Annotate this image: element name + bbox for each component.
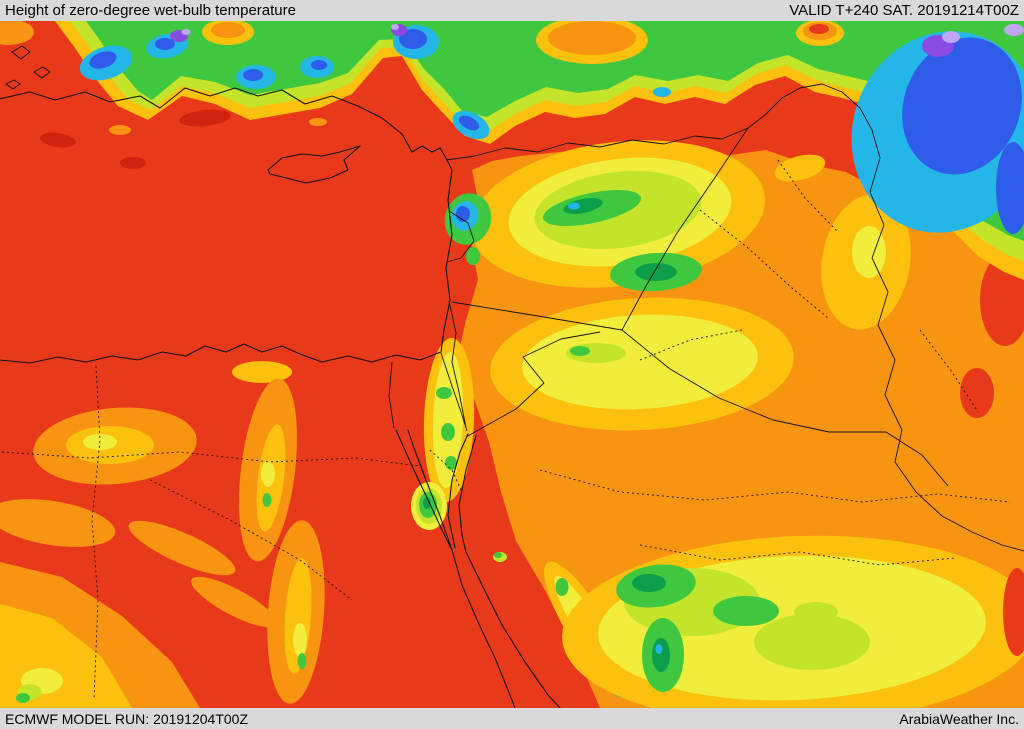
lebanon-mountain-spot [444, 193, 492, 265]
contour-blob [996, 142, 1024, 234]
north-cold-band [55, 16, 1024, 280]
model-run-label: ECMWF MODEL RUN: 20191204T00Z [5, 710, 248, 727]
map-title: Height of zero-degree wet-bulb temperatu… [5, 2, 296, 19]
cyprus-island-outline [267, 145, 361, 184]
contour-blob [243, 69, 263, 81]
contour-blob [89, 51, 117, 69]
contour-blob [423, 497, 431, 509]
contour-blob [942, 31, 960, 43]
contour-blob [155, 38, 175, 50]
gulf-of-aqaba-coastline [447, 433, 477, 553]
dotted-line [539, 469, 1011, 503]
suez-canal-line [388, 361, 395, 429]
contour-blob [774, 154, 826, 182]
contour-blob [852, 226, 886, 278]
contour-blob [309, 118, 327, 126]
contour-blob [128, 520, 236, 576]
contour-blob [262, 493, 272, 507]
contour-blob [311, 60, 327, 70]
aegean-island-outline [33, 66, 51, 79]
levant-strip-zone [411, 338, 475, 530]
syria-jordan-border [451, 301, 623, 331]
contour-blob [445, 456, 457, 470]
contour-blob [568, 202, 580, 210]
contour-blob [754, 614, 870, 670]
contour-blob [1003, 568, 1024, 656]
contour-blob [555, 578, 569, 596]
red-sea-east-coastline [465, 551, 561, 709]
aegean-island-outline [5, 79, 21, 90]
mediterranean-coastline [0, 87, 453, 364]
contour-blob [436, 387, 452, 399]
contour-blob [960, 368, 994, 418]
contour-blob [16, 693, 30, 703]
contour-blob [297, 653, 307, 669]
contour-blob [632, 574, 666, 592]
turkey-syria-iraq-iran-border [445, 83, 1024, 552]
contour-blob [980, 254, 1024, 346]
contour-blob [570, 346, 590, 356]
contour-blob [109, 125, 131, 135]
contour-blob [563, 197, 603, 215]
contour-blob [120, 157, 146, 169]
contour-blob [293, 623, 307, 657]
contour-blob [432, 352, 464, 488]
coastlines [0, 45, 561, 709]
jordan-river-border [448, 300, 467, 429]
contour-blob [211, 22, 245, 38]
contour-blob [653, 87, 671, 97]
footer-bar: ECMWF MODEL RUN: 20191204T00Z ArabiaWeat… [0, 708, 1024, 729]
dotted-line [429, 449, 463, 493]
contour-blob [809, 24, 829, 34]
contour-blob [191, 576, 277, 628]
contour-blob [494, 552, 502, 558]
dotted-line [699, 209, 829, 319]
syria-green-zone [470, 140, 766, 292]
red-sea-west-coastline [451, 549, 516, 709]
contour-blob [655, 644, 663, 654]
contour-blob [0, 19, 34, 45]
dotted-line [777, 159, 839, 233]
credit-label: ArabiaWeather Inc. [899, 710, 1019, 727]
contour-blob [40, 132, 76, 148]
contour-blob [713, 596, 779, 626]
contour-blob [548, 21, 636, 55]
egypt-israel-border [440, 352, 468, 432]
contour-blob [179, 109, 231, 127]
contour-blob [794, 602, 838, 622]
contour-blob [441, 423, 455, 441]
contour-blob [232, 361, 292, 383]
valid-time-label: VALID T+240 SAT. 20191214T00Z [789, 2, 1019, 19]
egypt-detail-layer [0, 361, 325, 708]
contour-blob [652, 638, 670, 672]
contour-blob [466, 247, 480, 265]
admin-dotted-lines [1, 159, 1011, 701]
contour-blob [261, 461, 275, 487]
contour-blob [399, 29, 427, 49]
contour-blob [458, 115, 480, 131]
contour-blob [902, 37, 1022, 175]
country-borders [440, 83, 1024, 552]
east-iraq-zone [774, 154, 1024, 418]
header-bar: Height of zero-degree wet-bulb temperatu… [0, 0, 1024, 21]
iraq-saudi-border [621, 329, 949, 487]
contour-blob [1004, 24, 1024, 36]
dotted-line [639, 544, 956, 566]
contour-blob [0, 499, 116, 547]
syria-iraq-border [621, 127, 749, 331]
contour-blob [391, 24, 399, 30]
contour-blob [635, 263, 677, 281]
aegean-island-outline [11, 45, 31, 60]
jordan-saudi-border [465, 331, 601, 438]
saudi-south-zone [562, 535, 1024, 725]
lebanon-border [446, 210, 475, 263]
contour-blob [181, 29, 191, 35]
